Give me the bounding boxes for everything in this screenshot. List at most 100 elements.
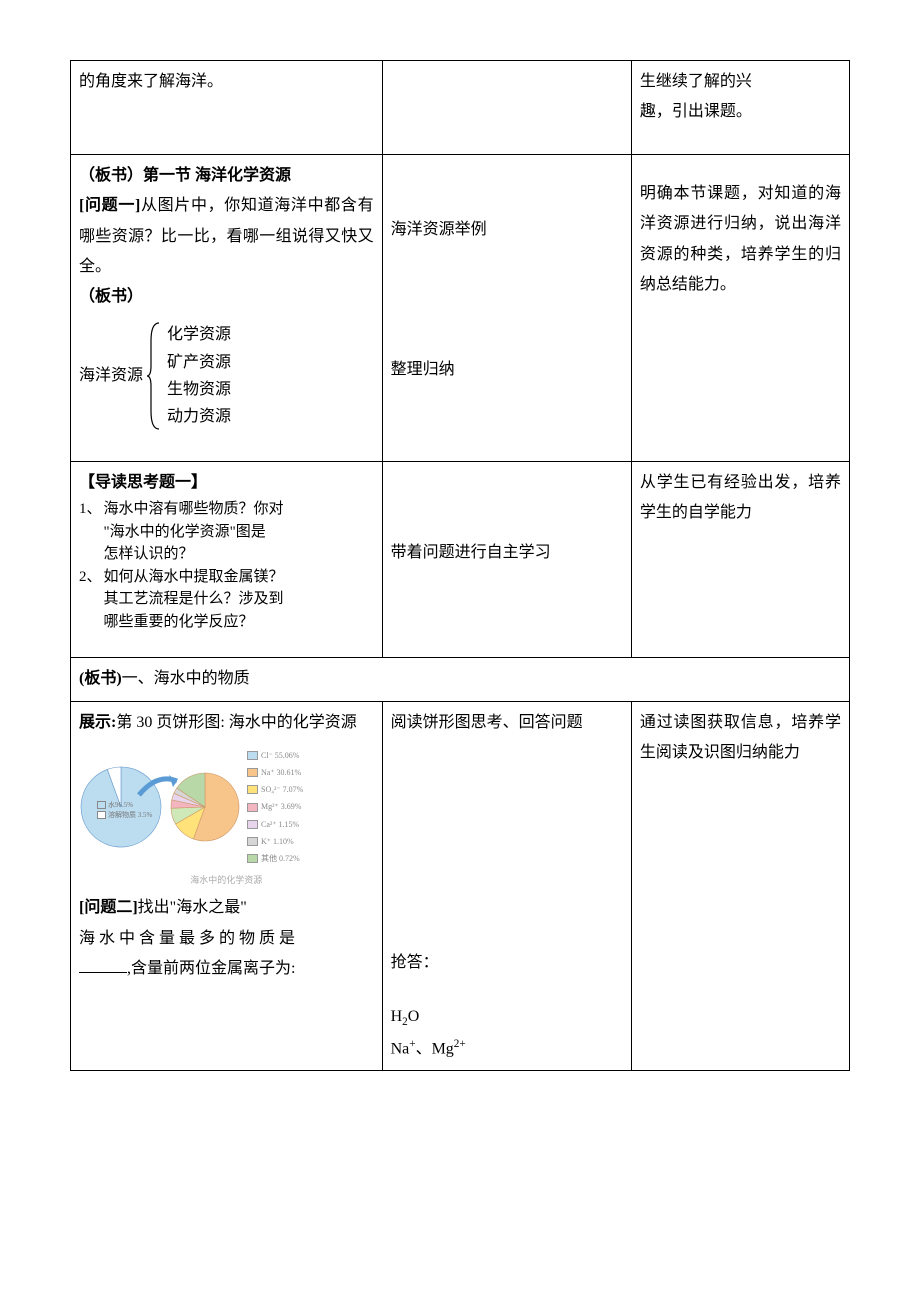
legend-swatch <box>247 785 258 794</box>
text: 一、海水中的物质 <box>122 670 250 687</box>
text: 抢答： <box>391 948 623 978</box>
cell-section-header: (板书)一、海水中的物质 <box>71 658 850 701</box>
brace-item: 矿产资源 <box>167 349 231 376</box>
question-number: 1、 <box>79 498 102 566</box>
pie-legend: Cl⁻ 55.06% Na⁺ 30.61% SO₄²⁻ 7.07% Mg²⁺ 3.69… <box>247 748 303 866</box>
fill-blank-line: 海水中含量最多的物质是 <box>79 924 374 954</box>
text: 整理归纳 <box>391 355 623 385</box>
figure-caption: 海水中的化学资源 <box>79 872 374 889</box>
text: 如何从海水中提取金属镁？ <box>104 569 284 585</box>
text: 通过读图获取信息，培养学生阅读及识图归纳能力 <box>640 714 841 761</box>
pie-right <box>169 771 241 843</box>
blank-underline <box>79 956 127 973</box>
cell-student-activity: 带着问题进行自主学习 <box>382 461 631 657</box>
table-row: （板书）第一节 海洋化学资源 [问题一]从图片中，你知道海洋中都含有哪些资源？比… <box>71 154 850 461</box>
text: 其工艺流程是什么？涉及到 <box>104 591 284 607</box>
text: 海水中含量最多的物质是 <box>79 930 299 947</box>
table-row: (板书)一、海水中的物质 <box>71 658 850 701</box>
superscript: 2+ <box>454 1038 466 1050</box>
pie-label: 溶解物质 3.5% <box>97 809 152 822</box>
question-block: [问题一]从图片中，你知道海洋中都含有哪些资源？比一比，看哪一组说得又快又全。 <box>79 191 374 282</box>
cell-intent: 通过读图获取信息，培养学生阅读及识图归纳能力 <box>631 701 849 1071</box>
cell-intent: 从学生已有经验出发，培养学生的自学能力 <box>631 461 849 657</box>
text: O <box>408 1008 420 1025</box>
pie-chart-figure: 水96.5% 溶解物质 3.5% Cl⁻ 55.06% Na⁺ 30.61% SO₄… <box>79 748 374 866</box>
brace-item: 生物资源 <box>167 376 231 403</box>
banshu-label: （板书） <box>79 282 374 312</box>
cell-intent: 生继续了解的兴 趣，引出课题。 <box>631 61 849 155</box>
text: 带着问题进行自主学习 <box>391 544 551 561</box>
cell-teacher-activity: 的角度来了解海洋。 <box>71 61 383 155</box>
legend-text: SO₄²⁻ 7.07% <box>261 782 303 797</box>
legend-swatch <box>247 854 258 863</box>
question-body: 海水中溶有哪些物质？你对 "海水中的化学资源"图是 怎样认识的？ <box>102 498 374 566</box>
question-label: [问题一] <box>79 197 140 214</box>
section-heading: （板书）第一节 海洋化学资源 <box>79 161 374 191</box>
text: 从学生已有经验出发，培养学生的自学能力 <box>640 474 841 521</box>
answer-line: Na+、Mg2+ <box>391 1034 623 1065</box>
text: 海洋资源举例 <box>391 215 623 245</box>
cell-teacher-activity: 展示:第 30 页饼形图: 海水中的化学资源 水96.5% 溶解物质 3.5% <box>71 701 383 1071</box>
lesson-table: 的角度来了解海洋。 生继续了解的兴 趣，引出课题。 （板书）第一节 海洋化学资源… <box>70 60 850 1071</box>
page: 的角度来了解海洋。 生继续了解的兴 趣，引出课题。 （板书）第一节 海洋化学资源… <box>0 0 920 1111</box>
table-row: 的角度来了解海洋。 生继续了解的兴 趣，引出课题。 <box>71 61 850 155</box>
brace-item: 化学资源 <box>167 321 231 348</box>
legend-text: Ca²⁺ 1.15% <box>261 817 299 832</box>
display-label: 展示: <box>79 714 116 731</box>
brace-item: 动力资源 <box>167 403 231 430</box>
text: "海水中的化学资源"图是 <box>104 524 266 540</box>
legend-item: Cl⁻ 55.06% <box>247 748 303 763</box>
cell-student-activity: 阅读饼形图思考、回答问题 抢答： H2O Na+、Mg2+ <box>382 701 631 1071</box>
legend-swatch <box>247 837 258 846</box>
table-row: 【导读思考题一】 1、 海水中溶有哪些物质？你对 "海水中的化学资源"图是 怎样… <box>71 461 850 657</box>
text: 哪些重要的化学反应？ <box>104 614 254 630</box>
question-label: [问题二] <box>79 899 138 916</box>
legend-text: 其他 0.72% <box>261 851 300 866</box>
text: 生继续了解的兴 <box>640 73 752 90</box>
legend-text: Na⁺ 30.61% <box>261 765 301 780</box>
legend-text: Mg²⁺ 3.69% <box>261 799 301 814</box>
legend-text: Cl⁻ 55.06% <box>261 748 299 763</box>
legend-item: SO₄²⁻ 7.07% <box>247 782 303 797</box>
legend-swatch <box>247 768 258 777</box>
question-list: 1、 海水中溶有哪些物质？你对 "海水中的化学资源"图是 怎样认识的？ 2、 如… <box>79 498 374 633</box>
text: 的角度来了解海洋。 <box>79 73 223 90</box>
brace-diagram: 海洋资源 化学资源 矿产资源 生物资源 动力资源 <box>79 321 374 431</box>
left-brace-icon <box>147 321 163 431</box>
text: 海水中溶有哪些物质？你对 <box>104 501 284 517</box>
banshu-label: (板书) <box>79 670 122 687</box>
legend-text: K⁺ 1.10% <box>261 834 294 849</box>
legend-item: Ca²⁺ 1.15% <box>247 817 303 832</box>
legend-item: 其他 0.72% <box>247 851 303 866</box>
fill-blank-line: ,含量前两位金属离子为: <box>79 954 374 984</box>
text: 第 30 页饼形图: 海水中的化学资源 <box>116 714 356 731</box>
section-heading: 【导读思考题一】 <box>79 468 374 498</box>
display-block: 展示:第 30 页饼形图: 海水中的化学资源 <box>79 708 374 738</box>
cell-teacher-activity: 【导读思考题一】 1、 海水中溶有哪些物质？你对 "海水中的化学资源"图是 怎样… <box>71 461 383 657</box>
text: 水96.5% <box>108 801 133 809</box>
text: 明确本节课题，对知道的海洋资源进行归纳，说出海洋资源的种类，培养学生的归纳总结能… <box>640 185 841 293</box>
cell-intent: 明确本节课题，对知道的海洋资源进行归纳，说出海洋资源的种类，培养学生的归纳总结能… <box>631 154 849 461</box>
legend-item: K⁺ 1.10% <box>247 834 303 849</box>
question-item: 1、 海水中溶有哪些物质？你对 "海水中的化学资源"图是 怎样认识的？ <box>79 498 374 566</box>
question-body: 如何从海水中提取金属镁？ 其工艺流程是什么？涉及到 哪些重要的化学反应？ <box>102 566 374 634</box>
question-text: 找出"海水之最" <box>138 899 247 916</box>
legend-swatch <box>247 751 258 760</box>
table-row: 展示:第 30 页饼形图: 海水中的化学资源 水96.5% 溶解物质 3.5% <box>71 701 850 1071</box>
text: H <box>391 1008 403 1025</box>
pie-left: 水96.5% 溶解物质 3.5% <box>79 765 163 849</box>
text: 怎样认识的？ <box>104 546 194 562</box>
brace-list: 化学资源 矿产资源 生物资源 动力资源 <box>163 321 231 430</box>
question-item: 2、 如何从海水中提取金属镁？ 其工艺流程是什么？涉及到 哪些重要的化学反应？ <box>79 566 374 634</box>
text: 、Mg <box>416 1040 454 1057</box>
question-number: 2、 <box>79 566 102 634</box>
legend-item: Na⁺ 30.61% <box>247 765 303 780</box>
legend-swatch <box>247 803 258 812</box>
text: Na <box>391 1040 410 1057</box>
brace-label: 海洋资源 <box>79 361 147 391</box>
legend-swatch <box>247 820 258 829</box>
text: 溶解物质 3.5% <box>108 811 152 819</box>
cell-student-activity: 海洋资源举例 整理归纳 <box>382 154 631 461</box>
question-block: [问题二]找出"海水之最" <box>79 893 374 923</box>
text: 阅读饼形图思考、回答问题 <box>391 714 583 731</box>
